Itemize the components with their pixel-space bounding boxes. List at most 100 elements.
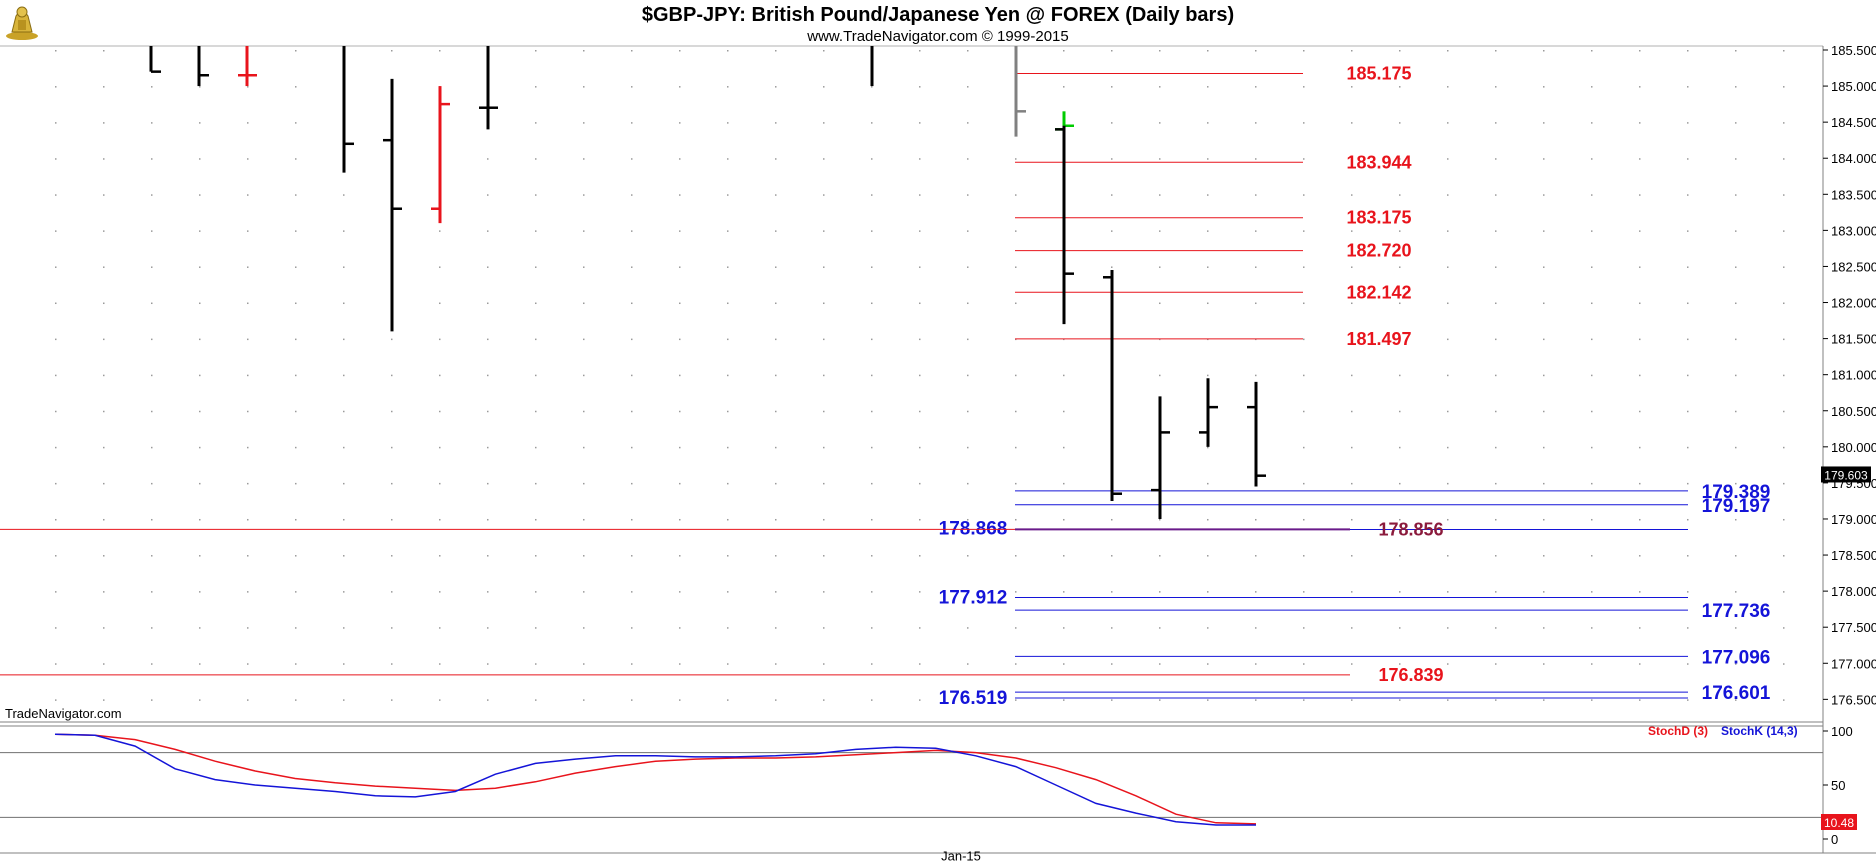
grid-dot <box>1639 482 1641 485</box>
grid-dot <box>1207 50 1209 52</box>
grid-dot <box>1159 86 1161 88</box>
grid-dot <box>103 374 105 377</box>
ohlc-bar <box>197 46 209 87</box>
grid-dot <box>967 302 969 305</box>
grid-dot <box>1783 86 1785 88</box>
grid-dot <box>1447 230 1449 232</box>
grid-dot <box>151 374 153 377</box>
grid-dot <box>1351 194 1353 196</box>
grid-dot <box>775 122 777 124</box>
grid-dot <box>1351 122 1353 124</box>
grid-dot <box>727 230 729 232</box>
grid-dot <box>1399 482 1401 485</box>
grid-dot <box>1639 591 1641 593</box>
grid-dot <box>1399 374 1401 377</box>
grid-dot <box>1303 374 1305 377</box>
grid-dot <box>1687 230 1689 232</box>
grid-dot <box>199 122 201 124</box>
grid-dot <box>55 122 57 124</box>
grid-dot <box>727 446 729 449</box>
grid-dot <box>1159 266 1161 268</box>
grid-dot <box>1687 591 1689 593</box>
grid-dot <box>295 627 297 629</box>
grid-dot <box>439 410 441 413</box>
grid-dot <box>1399 555 1401 557</box>
price-tick-label: 176.500 <box>1831 692 1876 707</box>
grid-dot <box>1351 482 1353 485</box>
grid-dot <box>583 374 585 377</box>
grid-dot <box>1735 302 1737 305</box>
grid-dot <box>583 663 585 665</box>
grid-dot <box>1495 555 1497 557</box>
grid-dot <box>1687 374 1689 377</box>
grid-dot <box>1351 446 1353 449</box>
grid-dot <box>295 194 297 196</box>
grid-dot <box>1735 158 1737 160</box>
grid-dot <box>1447 194 1449 196</box>
grid-dot <box>151 591 153 593</box>
price-tick-label: 180.500 <box>1831 404 1876 419</box>
blue-level-label: 179.197 <box>1702 496 1771 517</box>
grid-dot <box>391 446 393 449</box>
grid-dot <box>727 302 729 305</box>
blue-left-level-label: 177.912 <box>939 587 1008 608</box>
grid-dot <box>631 410 633 413</box>
grid-dot <box>247 699 249 701</box>
grid-dot <box>631 482 633 485</box>
grid-dot <box>1543 518 1545 521</box>
grid-dot <box>1207 482 1209 485</box>
red-level-label: 183.944 <box>1346 152 1411 172</box>
grid-dot <box>295 230 297 232</box>
grid-dot <box>727 50 729 52</box>
grid-dot <box>391 50 393 52</box>
grid-dot <box>1447 663 1449 665</box>
grid-dot <box>1159 627 1161 629</box>
grid-dot <box>1543 374 1545 377</box>
blue-level-label: 177.736 <box>1702 601 1771 622</box>
grid-dot <box>103 627 105 629</box>
grid-dot <box>1591 591 1593 593</box>
grid-dot <box>727 122 729 124</box>
grid-dot <box>103 158 105 160</box>
grid-dot <box>55 230 57 232</box>
grid-dot <box>1447 482 1449 485</box>
grid-dot <box>871 338 873 341</box>
ohlc-bar <box>1199 378 1218 447</box>
grid-dot <box>247 374 249 377</box>
grid-dot <box>727 194 729 196</box>
grid-dot <box>1159 194 1161 196</box>
grid-dot <box>823 194 825 196</box>
grid-dot <box>1111 591 1113 593</box>
grid-dot <box>247 446 249 449</box>
last-price-tag: 179.603 <box>1821 466 1871 483</box>
grid-dot <box>1255 50 1257 52</box>
grid-dot <box>775 86 777 88</box>
grid-dot <box>247 194 249 196</box>
grid-dot <box>679 158 681 160</box>
grid-dot <box>1591 86 1593 88</box>
grid-dot <box>55 194 57 196</box>
grid-dot <box>919 555 921 557</box>
grid-dot <box>1543 555 1545 557</box>
grid-dot <box>1015 627 1017 629</box>
price-tick-label: 177.500 <box>1831 620 1876 635</box>
grid-dot <box>1255 663 1257 665</box>
grid-dot <box>1111 50 1113 52</box>
ohlc-bar <box>342 46 354 173</box>
grid-dot <box>1495 699 1497 701</box>
grid-dot <box>1351 158 1353 160</box>
grid-dot <box>631 122 633 124</box>
grid-dot <box>1543 266 1545 268</box>
grid-dot <box>1591 663 1593 665</box>
grid-dot <box>1399 302 1401 305</box>
grid-dot <box>535 555 537 557</box>
grid-dot <box>1111 194 1113 196</box>
grid-dot <box>151 518 153 521</box>
grid-dot <box>1783 482 1785 485</box>
grid-dot <box>1543 194 1545 196</box>
grid-dot <box>1783 266 1785 268</box>
grid-dot <box>1207 158 1209 160</box>
grid-dot <box>247 338 249 341</box>
grid-dot <box>1399 627 1401 629</box>
